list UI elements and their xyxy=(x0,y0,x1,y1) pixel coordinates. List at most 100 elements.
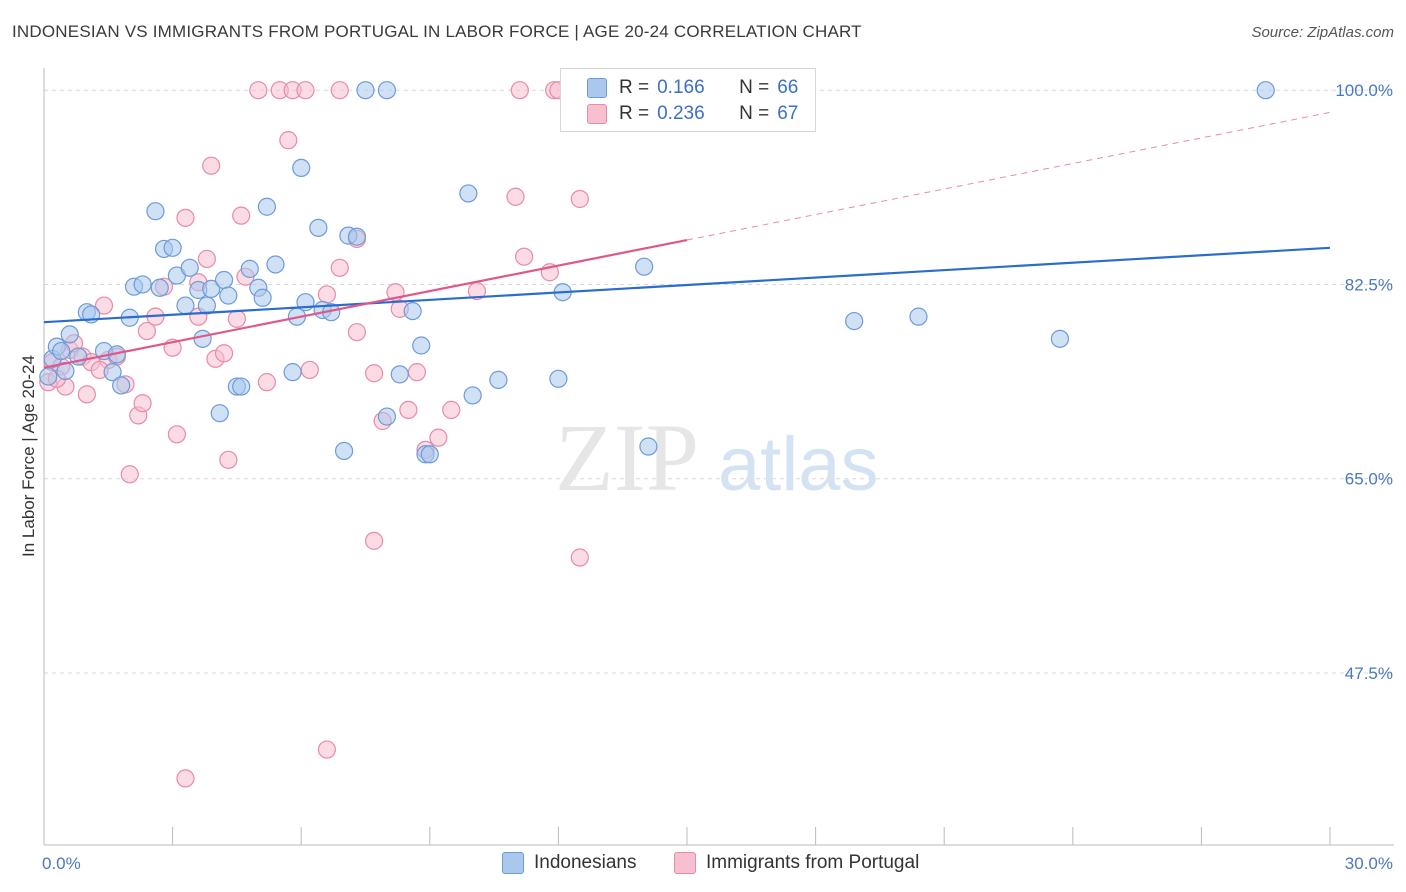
point-portugal xyxy=(300,360,319,380)
point-indonesians xyxy=(1050,329,1070,348)
point-indonesians xyxy=(334,441,354,461)
point-indonesians xyxy=(176,296,195,315)
point-portugal xyxy=(510,81,529,100)
legend-r-label: R = xyxy=(619,77,650,98)
point-indonesians xyxy=(309,218,328,237)
trend-line-indonesians xyxy=(43,246,1331,324)
y-tick-label: 47.5% xyxy=(1345,664,1393,683)
point-portugal xyxy=(249,81,268,100)
bottom-legend-swatch-pink xyxy=(674,852,696,874)
point-portugal xyxy=(570,548,589,567)
correlation-legend: R = 0.166 N = 66 R = 0.236 N = 67 xyxy=(560,68,816,132)
point-indonesians xyxy=(197,296,216,315)
point-indonesians xyxy=(146,202,165,221)
point-indonesians xyxy=(845,311,864,331)
point-portugal xyxy=(120,465,139,484)
point-indonesians xyxy=(180,258,199,277)
source-credit: Source: ZipAtlas.com xyxy=(1251,24,1394,41)
point-portugal xyxy=(347,323,367,342)
legend-n-label: N = xyxy=(739,77,770,98)
point-indonesians xyxy=(390,365,409,384)
point-indonesians xyxy=(639,437,658,456)
bottom-legend-swatch-blue xyxy=(502,852,524,874)
point-indonesians xyxy=(266,255,285,274)
point-indonesians xyxy=(232,377,251,396)
point-portugal xyxy=(317,285,337,304)
point-indonesians xyxy=(240,259,259,279)
point-portugal xyxy=(167,425,186,444)
point-indonesians xyxy=(403,301,422,321)
legend-swatch-blue xyxy=(587,78,607,98)
point-indonesians xyxy=(356,81,375,100)
point-portugal xyxy=(133,394,152,413)
point-portugal xyxy=(176,208,195,227)
y-tick-label: 65.0% xyxy=(1345,470,1393,489)
watermark: ZIP atlas xyxy=(555,404,879,511)
point-portugal xyxy=(77,385,96,404)
point-portugal xyxy=(407,363,427,382)
point-indonesians xyxy=(635,257,654,276)
watermark-atlas: atlas xyxy=(718,422,879,507)
point-indonesians xyxy=(489,370,508,390)
trend-line-portugal xyxy=(43,238,688,369)
point-indonesians xyxy=(292,158,311,177)
point-indonesians xyxy=(60,325,79,344)
point-portugal xyxy=(279,131,298,150)
point-portugal xyxy=(429,428,448,447)
point-indonesians xyxy=(463,386,482,405)
point-portugal xyxy=(317,740,337,759)
point-indonesians xyxy=(39,367,58,386)
point-portugal xyxy=(94,296,114,315)
point-indonesians xyxy=(210,404,229,423)
point-portugal xyxy=(137,321,156,341)
data-points xyxy=(39,81,1275,788)
x-tick-label: 0.0% xyxy=(42,854,81,873)
x-tick-label: 30.0% xyxy=(1345,854,1393,873)
point-indonesians xyxy=(193,329,212,348)
point-portugal xyxy=(364,364,384,383)
point-portugal xyxy=(176,769,195,788)
point-portugal xyxy=(202,156,221,175)
point-indonesians xyxy=(112,376,131,395)
point-indonesians xyxy=(219,286,238,305)
point-portugal xyxy=(442,400,461,419)
point-portugal xyxy=(330,81,349,100)
point-indonesians xyxy=(52,341,71,361)
legend-n-value: 66 xyxy=(777,77,799,98)
point-indonesians xyxy=(202,279,221,298)
legend-r-label: R = xyxy=(619,103,650,124)
point-portugal xyxy=(364,531,384,550)
point-portugal xyxy=(219,450,238,469)
point-portugal xyxy=(399,400,418,419)
point-indonesians xyxy=(909,307,928,326)
point-portugal xyxy=(506,187,525,206)
legend-r-value: 0.166 xyxy=(657,77,705,98)
point-portugal xyxy=(515,247,534,266)
point-indonesians xyxy=(103,363,122,382)
legend-n-label: N = xyxy=(739,103,770,124)
point-indonesians xyxy=(459,184,478,203)
y-tick-label: 100.0% xyxy=(1335,81,1393,100)
legend-n-value: 67 xyxy=(777,103,799,124)
point-indonesians xyxy=(420,445,439,464)
point-portugal xyxy=(197,249,216,269)
chart-title: INDONESIAN VS IMMIGRANTS FROM PORTUGAL I… xyxy=(12,22,862,41)
y-axis-label: In Labor Force | Age 20-24 xyxy=(19,355,38,557)
tick-labels: 47.5% 65.0% 82.5% 100.0% 0.0% 30.0% xyxy=(42,81,1393,873)
legend-swatch-pink xyxy=(587,104,607,124)
y-tick-label: 82.5% xyxy=(1345,275,1393,294)
legend-row-portugal: R = 0.236 N = 67 xyxy=(587,101,799,127)
trend-lines xyxy=(43,111,1331,369)
legend-r-value: 0.236 xyxy=(657,103,705,124)
point-indonesians xyxy=(412,336,431,355)
point-indonesians xyxy=(257,197,277,216)
point-indonesians xyxy=(253,288,272,307)
point-indonesians xyxy=(283,363,302,382)
legend-row-indonesians: R = 0.166 N = 66 xyxy=(587,75,799,101)
point-portugal xyxy=(227,309,246,328)
point-indonesians xyxy=(347,227,367,246)
point-indonesians xyxy=(549,369,568,388)
point-portugal xyxy=(570,189,589,209)
point-indonesians xyxy=(163,238,182,257)
